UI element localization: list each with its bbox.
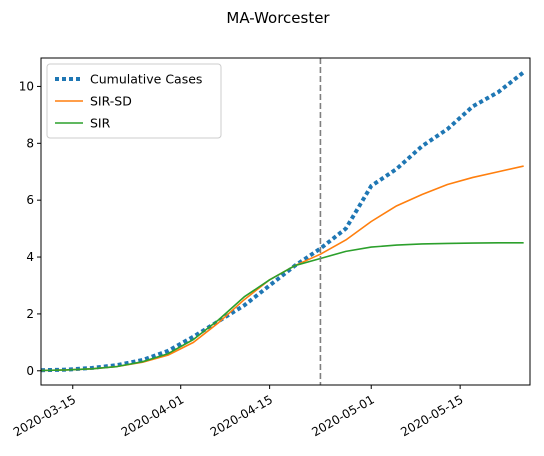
y-tick-label: 10: [19, 79, 34, 93]
series-line-sir-sd: [40, 165, 524, 372]
x-tick-label: 2020-03-15: [11, 392, 78, 439]
legend-box: [46, 63, 222, 139]
y-tick-label: 0: [26, 364, 34, 378]
x-tick-label: 2020-05-01: [309, 392, 376, 439]
series-line-cumulative-cases: [40, 70, 525, 373]
y-tick-label: 4: [26, 250, 34, 264]
chart-title: MA-Worcester: [226, 9, 330, 27]
y-tick-label: 6: [26, 193, 34, 207]
y-tick-label: 8: [26, 136, 34, 150]
legend-label: SIR-SD: [90, 94, 132, 109]
x-tick-label: 2020-05-15: [398, 392, 465, 439]
legend: Cumulative Cases SIR-SD SIR: [46, 63, 222, 139]
x-tick-label: 2020-04-15: [208, 392, 275, 439]
y-tick-label: 2: [26, 307, 34, 321]
legend-label: Cumulative Cases: [90, 72, 202, 87]
x-tick-label: 2020-04-01: [119, 392, 186, 439]
plot-area-frame: [40, 57, 531, 386]
series-line-sir: [40, 242, 524, 372]
series-layer: [40, 70, 525, 373]
legend-label: SIR: [90, 116, 111, 131]
